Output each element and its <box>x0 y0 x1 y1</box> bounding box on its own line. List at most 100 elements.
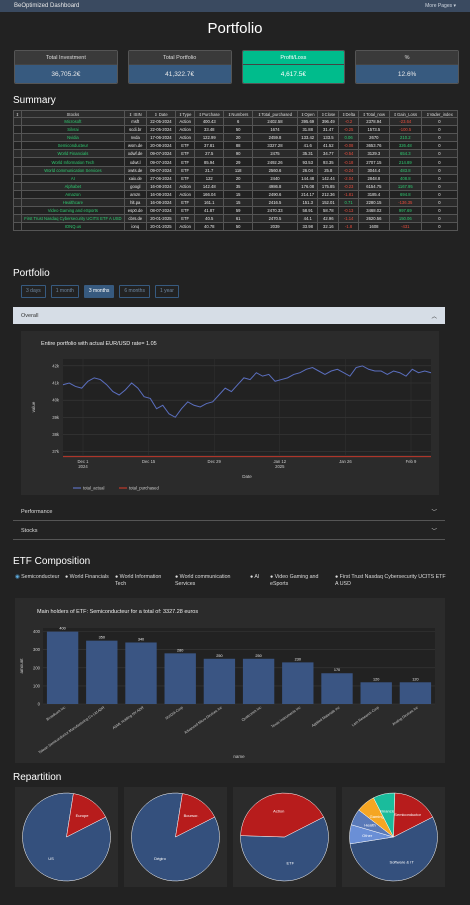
table-cell: 50 <box>223 222 253 232</box>
pie-slice-label: ETF <box>286 860 294 865</box>
table-row[interactable]: IONQ.us ionq 20-01-2025 Action 40.78 50 2039 33… <box>13 222 459 232</box>
table-cell: 31.88 <box>297 125 319 135</box>
column-header[interactable]: ⇕Vader_index <box>420 110 459 118</box>
table-cell: -0.25 <box>338 125 359 135</box>
column-header[interactable]: ⇕ ISIN <box>123 110 147 118</box>
etf-option-cybersecurity[interactable]: ● First Trust Nasdaq Cybersecurity UCITS… <box>335 574 446 587</box>
table-cell: ETF <box>175 214 196 224</box>
table-cell: 27-06-2024 <box>145 173 177 183</box>
table-row[interactable]: World communication Services xwts.de 09-07… <box>13 165 459 175</box>
etf-option-semiconducteur[interactable]: ◉ Semiconducteur <box>15 574 60 580</box>
table-cell: 09-07-2024 <box>145 157 177 167</box>
accordion-label: Overall <box>21 312 39 319</box>
table-row[interactable]: Semiconducteur wsm.de 20-08-2024 ETF 37.81 88… <box>13 141 459 151</box>
period-6-months-button[interactable]: 6 months <box>119 285 150 298</box>
bar <box>46 631 79 704</box>
accordion-overall[interactable]: Overall ︿ <box>13 307 445 324</box>
accordion-stocks[interactable]: Stocks ﹀ <box>13 523 445 540</box>
period-3-months-button[interactable]: 3 months <box>83 285 115 298</box>
table-cell: 40.78 <box>194 222 225 232</box>
line-chart-panel: Entire portfolio with actual EUR/USD rat… <box>21 331 439 495</box>
table-row[interactable]: Microsoft msft 22-05-2024 Action 400.43 6 2402… <box>13 116 459 127</box>
period-1-year-button[interactable]: 1 year <box>154 285 179 298</box>
y-tick-label: 100 <box>33 683 41 688</box>
table-cell: 2402.58 <box>251 116 299 127</box>
pie-chart-broker: Dégiro Boursor. <box>131 792 220 882</box>
column-header[interactable]: ⇕Total_now <box>357 110 390 118</box>
table-cell: 0 <box>420 157 459 167</box>
etf-option-video-gaming[interactable]: ● Video Gaming and eSports <box>270 574 319 587</box>
table-cell: 0 <box>420 206 459 216</box>
table-cell: 326.48 <box>388 141 422 151</box>
table-cell <box>13 149 22 159</box>
table-cell: 0 <box>420 125 459 135</box>
column-header[interactable]: ⇕Numbers <box>223 110 253 118</box>
column-header[interactable]: Stocks <box>20 110 125 118</box>
column-header[interactable]: ⇕Open <box>297 110 319 118</box>
table-row[interactable]: Healthcare hlt.pa 16-08-2024 ETF 161.1 15 2416… <box>13 197 459 208</box>
table-row[interactable]: First Trust Nasdaq Cybersecurity UCITS E… <box>13 214 459 224</box>
table-row[interactable]: Video Gaming and eSports esp0.de 08-07-202… <box>13 206 459 216</box>
table-row[interactable]: AI xaix.de 27-06-2024 ETF 122 20 2440 144.48 142… <box>13 173 459 183</box>
table-cell <box>13 181 22 191</box>
y-tick-label: 200 <box>33 665 41 670</box>
table-row[interactable]: Nvidia nvda 17-06-2024 Action 122.99 20 2459.8… <box>13 133 459 143</box>
etf-option-world-information-tech[interactable]: ● World Information Tech <box>115 574 162 587</box>
table-row[interactable]: Silvrai scdi.br 22-05-2024 Action 33.48 50 167… <box>13 125 459 135</box>
table-cell: 0 <box>420 141 459 151</box>
column-header[interactable]: ⇕Delta <box>338 110 359 118</box>
x-tick-label: Jan 12 <box>274 459 287 464</box>
table-cell: 2470.33 <box>251 206 299 216</box>
kpi-label: Total Portfolio <box>128 51 231 65</box>
pie-chart-region: US Europe <box>22 792 111 882</box>
table-cell: AI <box>20 173 125 183</box>
pie-slice-label: US <box>48 856 54 861</box>
table-cell: World communication Services <box>20 165 125 175</box>
more-pages-dropdown[interactable]: More Pages ▾ <box>425 3 456 9</box>
table-cell: 152.01 <box>317 197 340 208</box>
table-cell: 58.91 <box>297 206 319 216</box>
table-row[interactable]: World Financials xdwf.de 09-07-2024 ETF 27.5… <box>13 149 459 159</box>
x-tick-label: Advanced Micro Devices Inc <box>184 705 224 734</box>
column-header[interactable]: ⇕ <box>13 110 22 118</box>
brand-name[interactable]: BeOptimized Dashboard <box>14 3 80 9</box>
table-cell: 694.8 <box>388 189 422 199</box>
table-cell: 395.69 <box>297 116 319 127</box>
table-cell: 33.48 <box>194 125 225 135</box>
table-cell: googl <box>123 181 147 191</box>
table-cell: 166.04 <box>194 189 225 199</box>
column-header[interactable]: ⇕ Date <box>145 110 177 118</box>
table-cell: Semiconducteur <box>20 141 125 151</box>
table-cell: -0.13 <box>338 206 359 216</box>
table-cell: 0 <box>420 165 459 175</box>
table-row[interactable]: Alphabet googl 16-08-2024 Action 142.48 35 498… <box>13 181 459 191</box>
y-tick-label: 0 <box>38 702 41 707</box>
column-header[interactable]: ⇕Purchase <box>194 110 225 118</box>
table-row[interactable]: World Information Tech xdwt.l 09-07-2024 ET… <box>13 157 459 167</box>
column-header[interactable]: ⇕Total_purchased <box>251 110 299 118</box>
column-header[interactable]: ⇕Close <box>317 110 340 118</box>
chart-title: Main holders of ETF: Semiconducteur for … <box>37 609 198 615</box>
period-3-days-button[interactable]: 3 days <box>21 285 46 298</box>
y-tick-label: 37k <box>52 449 60 454</box>
y-tick-label: 39k <box>52 415 60 420</box>
etf-option-world-communication[interactable]: ● World communication Services <box>175 574 231 587</box>
etf-option-ai[interactable]: ● AI <box>250 574 260 580</box>
pie-slice <box>240 816 329 882</box>
table-cell: 0 <box>420 116 459 127</box>
accordion-performance[interactable]: Performance ﹀ <box>13 504 445 521</box>
table-cell: 151.3 <box>297 197 319 208</box>
y-axis-label: amount <box>19 658 24 674</box>
table-cell: 2475 <box>251 149 299 159</box>
table-cell: 161.1 <box>194 197 225 208</box>
column-header[interactable]: ⇕Type <box>175 110 196 118</box>
table-cell: 34.77 <box>317 149 340 159</box>
etf-option-world-financials[interactable]: ● World Financials <box>65 574 109 580</box>
period-1-month-button[interactable]: 1 month <box>50 285 79 298</box>
table-cell: Alphabet <box>20 181 125 191</box>
table-cell: Video Gaming and eSports <box>20 206 125 216</box>
table-cell: Action <box>175 116 196 127</box>
table-cell: 08-07-2024 <box>145 206 177 216</box>
column-header[interactable]: ⇕Gain_Loss <box>388 110 422 118</box>
table-row[interactable]: Amazon amzn 16-08-2024 Action 166.04 15 2490.6… <box>13 189 459 199</box>
